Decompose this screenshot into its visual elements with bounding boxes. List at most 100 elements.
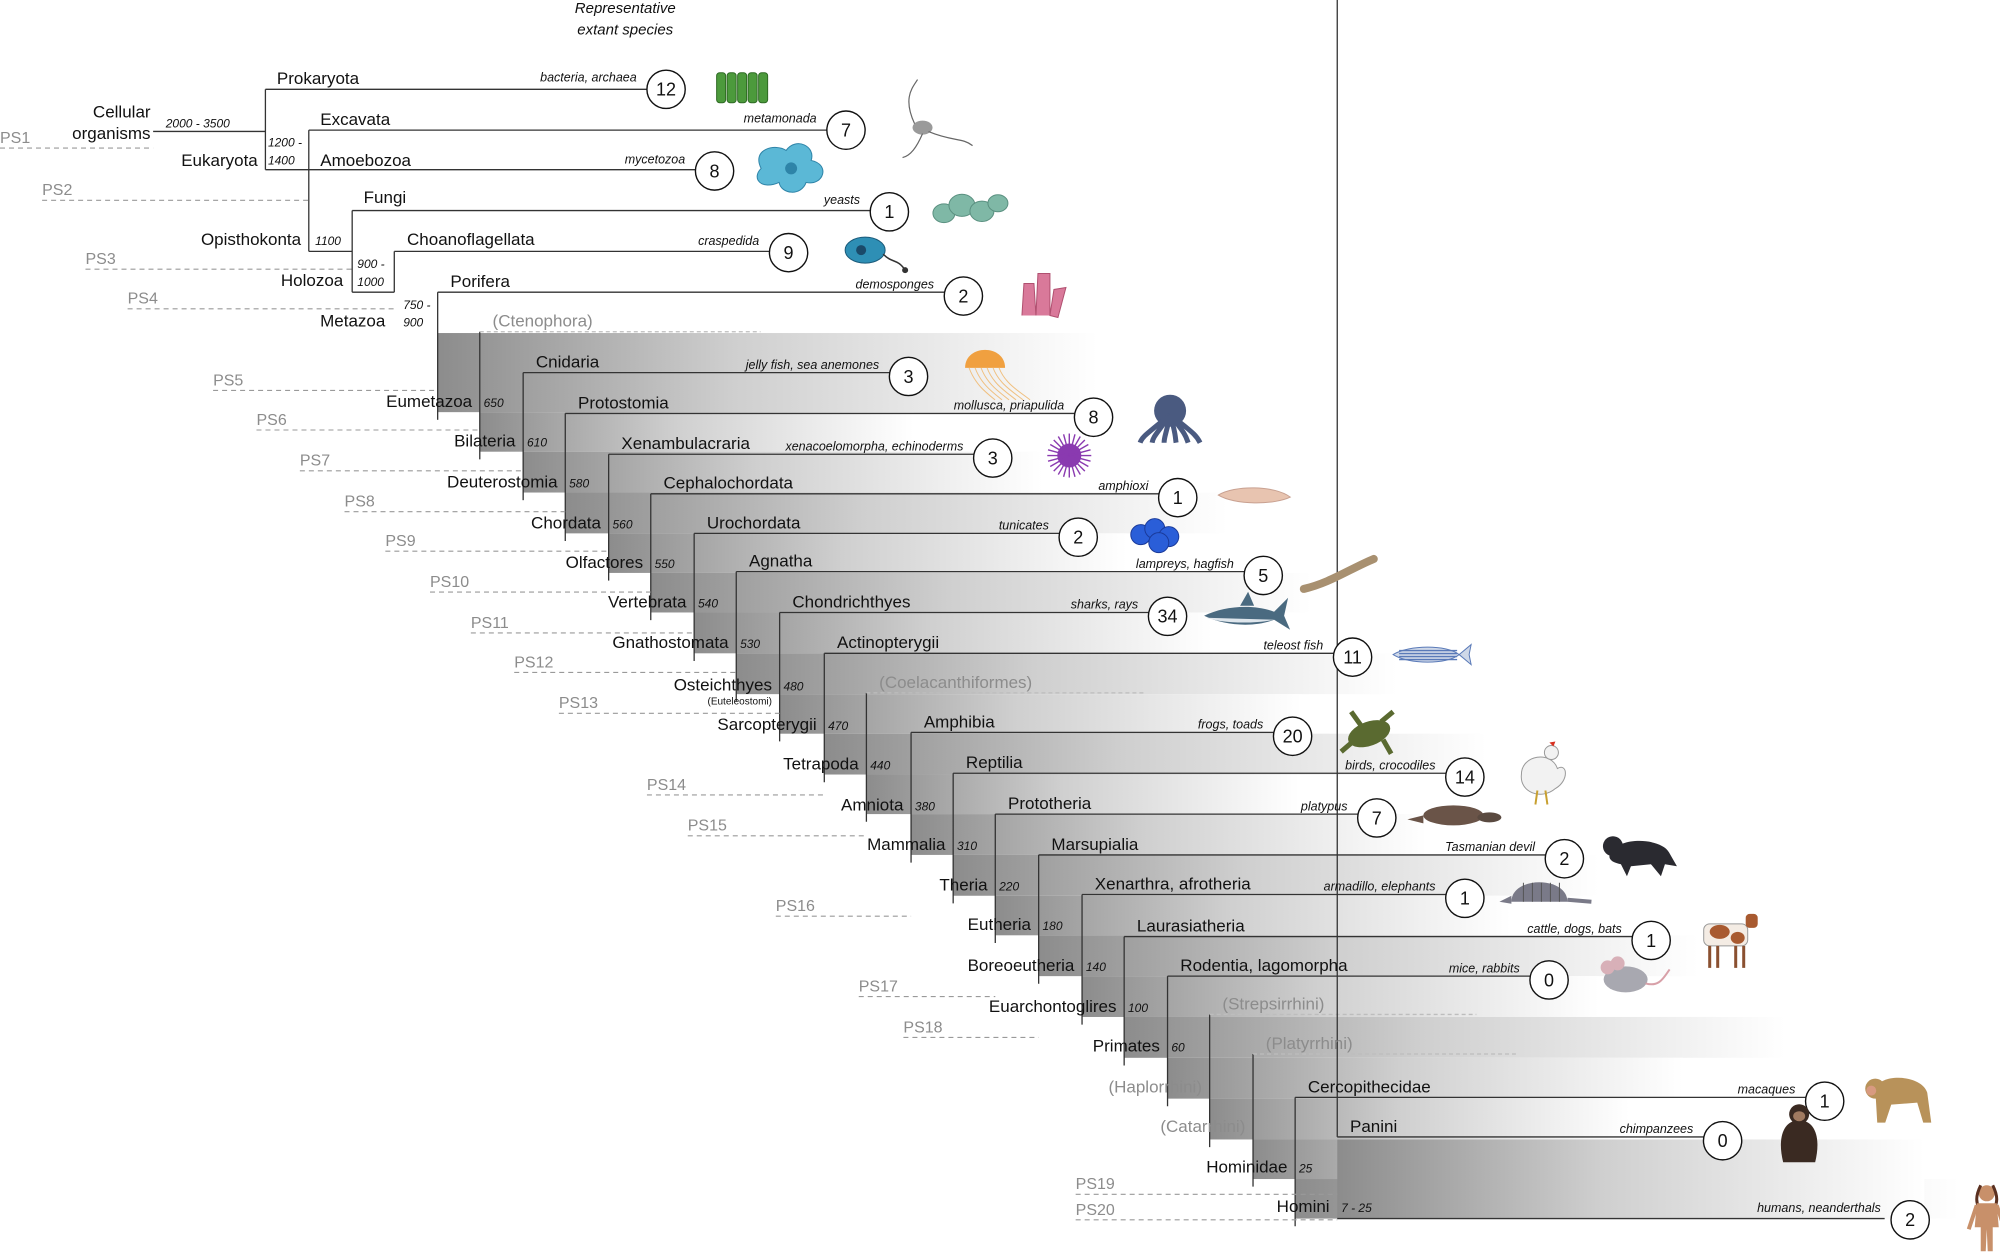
header-line1: Representative (575, 0, 676, 17)
phylostratum-label: PS20 (1076, 1202, 1115, 1219)
lineage-shade (608, 533, 1127, 573)
node-name: Eutheria (968, 915, 1032, 934)
gene-count: 7 (841, 121, 851, 141)
clade-label: Panini (1350, 1117, 1397, 1136)
lamprey-icon (1299, 554, 1378, 593)
phylostratum-label: PS1 (0, 130, 30, 147)
species-illustrations (716, 72, 2000, 1252)
node-age: 1400 (268, 154, 295, 168)
gene-count: 7 (1372, 808, 1382, 828)
phylostratum-label: PS12 (514, 654, 553, 671)
mouse-icon (1600, 956, 1671, 993)
node-age: 470 (828, 719, 848, 733)
clade-label: Agnatha (749, 552, 813, 571)
lineage-shade (1337, 1139, 1925, 1219)
clade-label: Fungi (364, 188, 407, 207)
node-age: 1100 (315, 234, 341, 248)
lineage-shade (565, 492, 1228, 534)
gene-count: 2 (958, 286, 968, 306)
node-name: Gnathostomata (612, 633, 729, 652)
node-age: 900 - (357, 257, 384, 271)
phylostratum-label: PS10 (430, 574, 469, 591)
gene-count: 2 (1905, 1210, 1915, 1230)
node-name: Amniota (841, 795, 904, 814)
clade-label: Xenambulacraria (621, 434, 750, 453)
gene-count-circle (1445, 878, 1485, 919)
gene-count-circle (1272, 716, 1313, 757)
node-age: 440 (870, 758, 890, 772)
lineage-shade (523, 451, 1043, 493)
example-species: humans, neanderthals (1757, 1201, 1881, 1215)
phylostratum-label: PS8 (345, 494, 375, 511)
sponge-icon (1021, 272, 1067, 319)
gene-count-circle (1804, 1081, 1845, 1122)
gene-count-circle (694, 151, 735, 191)
example-species: mice, rabbits (1449, 961, 1520, 975)
gene-count-circle (1529, 960, 1569, 1000)
node-name: Metazoa (320, 312, 386, 331)
gene-count-circle (943, 276, 984, 316)
node-age: 7 - 25 (1341, 1201, 1372, 1215)
root-name: Cellular (93, 102, 151, 121)
gene-count: 5 (1258, 566, 1268, 586)
example-species: armadillo, elephants (1324, 880, 1436, 894)
example-species: teleost fish (1263, 638, 1323, 652)
lineage-shade (479, 412, 914, 452)
phylostratum-label: PS3 (85, 251, 115, 268)
phylostratum-label: PS4 (128, 291, 158, 308)
node-age: 900 (403, 316, 423, 330)
choanoflagellate-icon (844, 236, 909, 274)
root-age: 2000 - 3500 (165, 117, 230, 131)
lineage-shade (911, 814, 1427, 855)
lineage-shade (1082, 976, 1599, 1017)
node-age: 220 (998, 880, 1019, 894)
gene-count-circle (1356, 798, 1397, 838)
node-age: 380 (915, 799, 935, 813)
gene-count-circle (1631, 920, 1671, 961)
phylostratum-label: PS19 (1076, 1176, 1115, 1193)
gene-count: 9 (784, 243, 794, 263)
gene-count: 3 (904, 367, 914, 387)
node-age: 1200 - (268, 136, 302, 150)
amoeba-icon (756, 143, 824, 193)
lineage-shade (694, 612, 1213, 654)
example-species: bacteria, archaea (540, 71, 637, 85)
node-age: 1000 (357, 275, 384, 289)
node-name: Eumetazoa (386, 392, 473, 411)
node-age: 560 (612, 517, 632, 531)
gene-count: 2 (1073, 528, 1083, 548)
gene-count: 1 (884, 202, 894, 222)
bacteria-icon (716, 72, 769, 104)
clade-label: Laurasiatheria (1137, 916, 1245, 935)
example-species: mycetozoa (625, 152, 685, 166)
tunicate-icon (1130, 518, 1180, 554)
phylostratum-label: PS2 (42, 182, 72, 199)
clade-label: Excavata (320, 110, 390, 129)
phylostratum-label: PS17 (859, 978, 898, 995)
gene-count-circle (888, 356, 929, 397)
clade-label: Prokaryota (277, 69, 360, 88)
node-name: Mammalia (867, 835, 946, 854)
octopus-icon (1137, 394, 1203, 444)
example-species: platypus (1300, 799, 1348, 813)
gene-count-circle (1243, 555, 1284, 596)
clade-label: Marsupialia (1051, 835, 1138, 854)
gene-count: 8 (1089, 408, 1099, 428)
clade-label: Rodentia, lagomorpha (1180, 956, 1348, 975)
gene-count: 3 (988, 448, 998, 468)
example-species: cattle, dogs, bats (1527, 922, 1622, 936)
phylostratum-label: PS18 (903, 1019, 942, 1036)
clade-label: Cnidaria (536, 352, 600, 371)
gene-count-circle (1890, 1200, 1931, 1240)
node-name: Boreoeutheria (968, 956, 1075, 975)
node-name: Hominidae (1206, 1158, 1287, 1177)
clade-label: Protostomia (578, 393, 669, 412)
human-icon (1966, 1184, 2000, 1252)
clade-label: Urochordata (707, 513, 801, 532)
lineage-shade (1038, 935, 1699, 977)
tree-labels: Representative extant species Cellular orga… (0, 0, 1931, 1240)
gene-count: 20 (1283, 727, 1303, 747)
node-name: Vertebrata (608, 592, 687, 611)
node-name: Bilateria (454, 432, 516, 451)
clade-label: (Platyrrhini) (1266, 1034, 1353, 1053)
